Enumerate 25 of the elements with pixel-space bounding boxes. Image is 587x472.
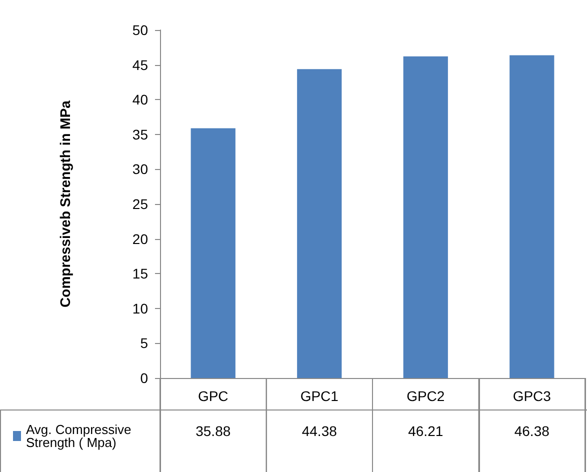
y-axis-title: Compressiveb Strength in MPa bbox=[57, 100, 73, 308]
y-tick-label: 20 bbox=[132, 230, 148, 247]
data-label: 44.38 bbox=[302, 423, 338, 439]
x-tick-label: GPC1 bbox=[300, 388, 339, 404]
legend-label: Avg. Compressive Strength ( Mpa) bbox=[26, 422, 135, 450]
data-label: 46.38 bbox=[514, 423, 550, 439]
y-tick-label: 45 bbox=[132, 56, 148, 73]
y-tick-label: 40 bbox=[132, 92, 148, 108]
y-tick-label: 25 bbox=[132, 196, 148, 212]
bar bbox=[297, 69, 342, 378]
y-tick-label: 5 bbox=[140, 335, 148, 352]
x-tick-label: GPC3 bbox=[512, 388, 552, 404]
bar bbox=[190, 128, 236, 378]
x-tick-label: GPC2 bbox=[406, 388, 445, 404]
data-label: 46.21 bbox=[408, 423, 444, 439]
y-tick-label: 15 bbox=[132, 266, 148, 282]
y-tick-label: 10 bbox=[132, 300, 148, 316]
y-tick-label: 0 bbox=[140, 370, 148, 386]
y-tick-label: 50 bbox=[132, 22, 148, 38]
bar bbox=[403, 56, 448, 378]
data-label: 35.88 bbox=[196, 423, 231, 439]
bar bbox=[510, 55, 554, 378]
y-tick-label: 35 bbox=[132, 126, 148, 142]
x-tick-label: GPC bbox=[198, 388, 228, 404]
y-tick-label: 30 bbox=[132, 161, 148, 178]
